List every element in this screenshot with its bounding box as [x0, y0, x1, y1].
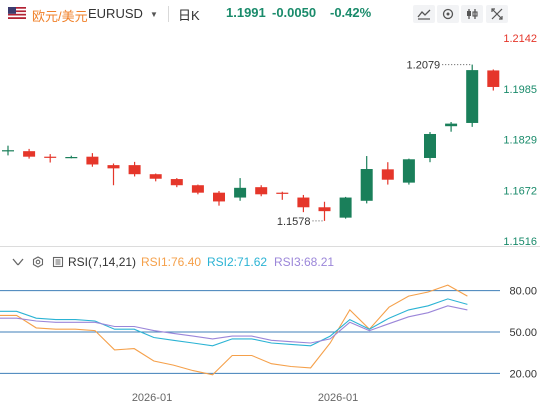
high-label: 1.2079: [407, 60, 441, 72]
symbol-code[interactable]: EURUSD: [88, 6, 143, 21]
candle-body[interactable]: [191, 185, 204, 193]
rsi-axis-label: 80.00: [509, 286, 537, 298]
candle-body[interactable]: [107, 165, 120, 169]
x-axis-label: 2026-01: [318, 392, 358, 404]
rsi-title: RSI(7,14,21): [68, 255, 137, 269]
rsi3-value: RSI3:68.21: [274, 255, 335, 269]
candle-body[interactable]: [255, 187, 268, 195]
candle-body[interactable]: [381, 169, 394, 180]
settings-button[interactable]: [437, 5, 459, 23]
rsi-axis-label: 20.00: [509, 368, 537, 380]
price-axis-label: 1.1516: [503, 236, 537, 248]
candle-body[interactable]: [65, 157, 78, 159]
trend-line-button[interactable]: [413, 5, 435, 23]
candle-body[interactable]: [2, 150, 14, 152]
price-axis-label: 1.1985: [503, 84, 537, 96]
divider: [168, 6, 169, 22]
chevron-down-icon[interactable]: ▼: [150, 10, 158, 19]
compare-button[interactable]: [461, 5, 483, 23]
candle-body[interactable]: [318, 207, 331, 212]
rsi-series-line: [0, 284, 468, 376]
candle-body[interactable]: [402, 159, 415, 183]
period-selector[interactable]: 日K: [178, 8, 200, 23]
compare-icon: [467, 9, 478, 19]
candle-body[interactable]: [297, 197, 310, 208]
candle-body[interactable]: [234, 187, 247, 198]
candle-body[interactable]: [339, 197, 352, 218]
candle-body[interactable]: [276, 192, 289, 194]
collapse-icon[interactable]: [12, 256, 24, 268]
low-label: 1.1578: [277, 216, 311, 228]
settings-icon: [442, 8, 454, 20]
candle-body[interactable]: [487, 70, 500, 87]
candle-body[interactable]: [86, 156, 99, 165]
last-price: 1.1991: [226, 5, 266, 20]
fullscreen-button[interactable]: [486, 5, 508, 23]
price-change: -0.0050: [272, 5, 317, 20]
indicator-icon[interactable]: [52, 256, 64, 268]
price-axis-label: 1.1672: [503, 185, 537, 197]
candle-body[interactable]: [424, 133, 436, 158]
fullscreen-icon: [491, 8, 503, 20]
rsi-series-line: [0, 298, 468, 347]
candle-body[interactable]: [44, 156, 57, 158]
candle-body[interactable]: [170, 179, 183, 186]
trend-line-icon: [417, 9, 431, 20]
candle-body[interactable]: [149, 174, 162, 179]
price-change-pct: -0.42%: [330, 5, 372, 20]
price-axis-label: 1.2142: [503, 33, 537, 45]
rsi2-value: RSI2:71.62: [207, 255, 268, 269]
candle-body[interactable]: [128, 165, 141, 175]
symbol-name[interactable]: 欧元/美元: [32, 9, 88, 24]
candle-body[interactable]: [466, 70, 479, 123]
candle-body[interactable]: [360, 169, 373, 201]
rsi1-value: RSI1:76.40: [141, 255, 202, 269]
flag-icon: [8, 7, 26, 19]
x-axis-label: 2026-01: [132, 392, 172, 404]
candle-body[interactable]: [23, 151, 36, 157]
candle-body[interactable]: [445, 123, 458, 127]
candle-body[interactable]: [213, 192, 225, 202]
settings-icon[interactable]: [32, 256, 44, 268]
rsi-axis-label: 50.00: [509, 327, 537, 339]
rsi-legend: RSI(7,14,21) RSI1:76.40 RSI2:71.62 RSI3:…: [0, 252, 540, 272]
rsi-series-line: [0, 305, 468, 344]
price-axis-label: 1.1829: [503, 135, 537, 147]
